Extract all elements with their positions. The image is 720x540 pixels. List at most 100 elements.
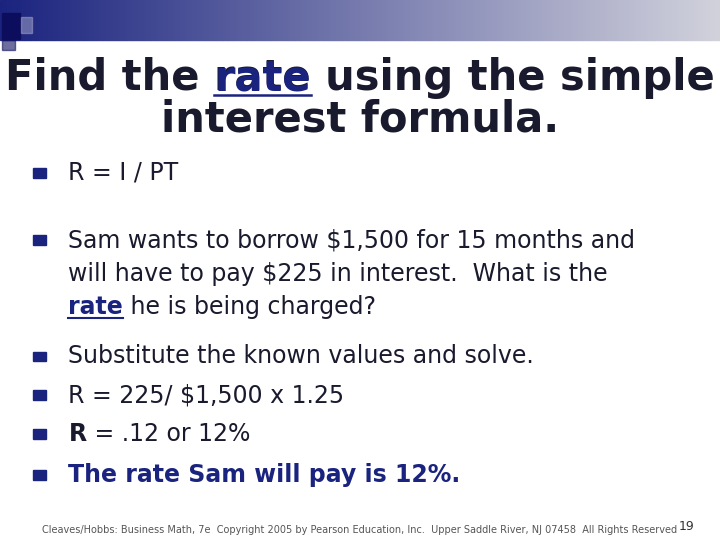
Bar (319, 0, 322, 40)
Bar (509, 0, 511, 40)
Bar (216, 0, 218, 40)
Bar (425, 0, 427, 40)
Bar (516, 0, 518, 40)
Bar (603, 0, 605, 40)
Bar (281, 0, 283, 40)
Bar (557, 0, 559, 40)
Bar (423, 0, 425, 40)
Bar (451, 0, 454, 40)
Bar (55, 0, 58, 40)
Bar (480, 0, 482, 40)
Bar (343, 0, 346, 40)
Bar (531, 0, 533, 40)
Bar (360, 0, 362, 40)
Bar (175, 0, 178, 40)
Bar (355, 0, 358, 40)
Bar (641, 0, 643, 40)
Bar (562, 0, 564, 40)
Bar (427, 0, 430, 40)
Bar (86, 0, 89, 40)
Bar (379, 0, 382, 40)
Bar (218, 0, 221, 40)
Bar (490, 0, 492, 40)
Bar (598, 0, 600, 40)
Bar (2, 14, 20, 39)
Bar (574, 0, 576, 40)
Bar (590, 0, 593, 40)
Bar (384, 0, 387, 40)
Bar (264, 0, 266, 40)
Bar (310, 0, 312, 40)
Bar (639, 0, 641, 40)
Bar (295, 0, 297, 40)
Bar (120, 0, 122, 40)
Bar (5, 0, 7, 40)
Bar (254, 0, 257, 40)
Bar (27, 0, 29, 40)
Bar (305, 0, 307, 40)
Bar (266, 0, 269, 40)
Bar (312, 0, 315, 40)
Bar (454, 0, 456, 40)
Bar (571, 0, 574, 40)
Bar (706, 0, 708, 40)
Bar (81, 0, 84, 40)
Bar (353, 0, 355, 40)
Bar (521, 0, 523, 40)
Bar (418, 0, 420, 40)
Bar (588, 0, 590, 40)
Bar (194, 0, 197, 40)
Bar (60, 0, 63, 40)
Bar (662, 0, 665, 40)
Bar (161, 0, 163, 40)
Bar (648, 0, 650, 40)
Bar (269, 0, 271, 40)
Bar (703, 0, 706, 40)
Bar (415, 0, 418, 40)
Bar (506, 0, 509, 40)
Bar (163, 0, 166, 40)
Bar (2, 40, 15, 50)
Bar (33, 168, 46, 178)
Bar (180, 0, 182, 40)
Bar (127, 0, 130, 40)
Bar (307, 0, 310, 40)
Bar (696, 0, 698, 40)
Bar (110, 0, 113, 40)
Bar (171, 0, 173, 40)
Bar (382, 0, 384, 40)
Bar (336, 0, 338, 40)
Bar (202, 0, 204, 40)
Bar (672, 0, 675, 40)
Bar (552, 0, 554, 40)
Bar (679, 0, 682, 40)
Bar (564, 0, 567, 40)
Bar (665, 0, 667, 40)
Bar (693, 0, 696, 40)
Bar (607, 0, 610, 40)
Bar (711, 0, 713, 40)
Bar (38, 0, 41, 40)
Bar (660, 0, 662, 40)
Bar (398, 0, 401, 40)
Bar (185, 0, 187, 40)
Bar (619, 0, 621, 40)
Bar (91, 0, 94, 40)
Bar (70, 0, 72, 40)
Bar (223, 0, 225, 40)
Bar (473, 0, 475, 40)
Bar (547, 0, 549, 40)
Bar (33, 429, 46, 439)
Bar (477, 0, 480, 40)
Bar (149, 0, 151, 40)
Bar (58, 0, 60, 40)
Bar (257, 0, 259, 40)
Bar (377, 0, 379, 40)
Bar (293, 0, 295, 40)
Bar (29, 0, 31, 40)
Bar (446, 0, 449, 40)
Bar (187, 0, 189, 40)
Bar (387, 0, 389, 40)
Bar (612, 0, 614, 40)
Bar (502, 0, 504, 40)
